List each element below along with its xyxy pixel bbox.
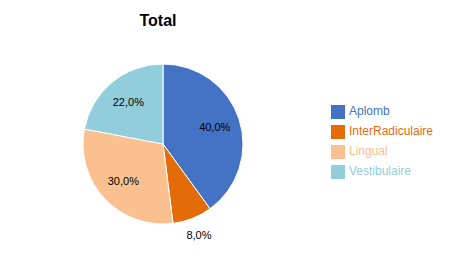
html-text:Lingual: Lingual xyxy=(349,144,388,158)
svg-text:22,0%: 22,0% xyxy=(113,96,144,108)
html-text:Vestibulaire: Vestibulaire xyxy=(349,164,411,178)
svg-text:8,0%: 8,0% xyxy=(186,229,211,241)
html-text:InterRadiculaire: InterRadiculaire xyxy=(349,124,433,138)
svg-text:30,0%: 30,0% xyxy=(108,175,139,187)
html-text:Aplomb: Aplomb xyxy=(349,104,390,118)
html-text:Total: Total xyxy=(139,12,177,29)
svg-text:40,0%: 40,0% xyxy=(199,121,230,133)
